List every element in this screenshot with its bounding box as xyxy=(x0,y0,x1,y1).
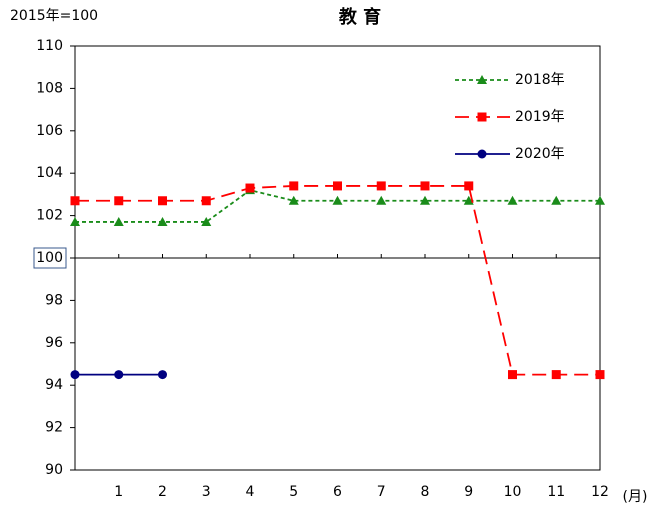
y-tick-label: 100 xyxy=(36,250,63,266)
y-tick-label: 90 xyxy=(45,462,63,478)
x-tick-label: 12 xyxy=(591,484,609,500)
marker xyxy=(158,196,167,206)
legend-label: 2019年 xyxy=(515,109,565,125)
marker xyxy=(70,370,80,380)
x-tick-label: 1 xyxy=(114,484,123,500)
marker xyxy=(595,195,605,205)
marker xyxy=(113,216,124,226)
x-tick-label: 10 xyxy=(504,484,522,500)
marker xyxy=(70,196,80,206)
x-tick-label: 8 xyxy=(421,484,430,500)
y-tick-label: 92 xyxy=(45,420,63,436)
marker xyxy=(157,216,168,226)
marker xyxy=(420,195,430,205)
marker xyxy=(289,181,299,191)
marker xyxy=(158,370,167,380)
series-line xyxy=(75,185,600,376)
marker xyxy=(376,195,387,205)
y-tick-label: 94 xyxy=(45,377,63,393)
tick-label-box xyxy=(33,247,67,269)
legend-marker xyxy=(477,112,487,122)
y-tick-label: 102 xyxy=(36,208,63,224)
legend-label: 2018年 xyxy=(515,72,565,88)
marker xyxy=(508,370,517,380)
y-tick-label: 98 xyxy=(45,292,63,308)
x-tick-label: 5 xyxy=(289,484,298,500)
marker xyxy=(463,195,474,205)
marker xyxy=(551,370,561,380)
marker xyxy=(507,195,518,205)
x-tick-label: 6 xyxy=(333,484,342,500)
marker xyxy=(288,195,299,205)
x-tick-label: 3 xyxy=(202,484,211,500)
legend-label: 2020年 xyxy=(515,146,565,162)
marker xyxy=(376,181,386,191)
y-tick-label: 96 xyxy=(45,335,63,351)
marker xyxy=(201,216,212,226)
chart-title: 教 育 xyxy=(339,6,381,28)
marker xyxy=(70,216,80,226)
x-tick-label: 2 xyxy=(158,484,167,500)
x-tick-label: 11 xyxy=(547,484,565,500)
marker xyxy=(551,195,562,205)
marker xyxy=(114,370,124,380)
series-line xyxy=(75,189,600,223)
marker xyxy=(420,181,430,191)
marker xyxy=(332,195,343,205)
y-tick-label: 104 xyxy=(36,165,63,181)
marker xyxy=(464,181,474,191)
y-tick-label: 108 xyxy=(36,80,63,96)
legend-marker xyxy=(477,149,487,159)
x-tick-label: 4 xyxy=(246,484,255,500)
marker xyxy=(201,196,211,206)
x-tick-label: 9 xyxy=(464,484,473,500)
marker xyxy=(333,181,342,191)
x-axis-label: (月) xyxy=(623,489,648,505)
marker xyxy=(245,183,255,193)
x-tick-label: 7 xyxy=(377,484,386,500)
legend-marker xyxy=(477,75,487,84)
subtitle: 2015年=100 xyxy=(10,8,98,24)
marker xyxy=(595,370,605,380)
y-tick-label: 110 xyxy=(36,38,63,54)
marker xyxy=(114,196,124,206)
y-tick-label: 106 xyxy=(36,123,63,139)
